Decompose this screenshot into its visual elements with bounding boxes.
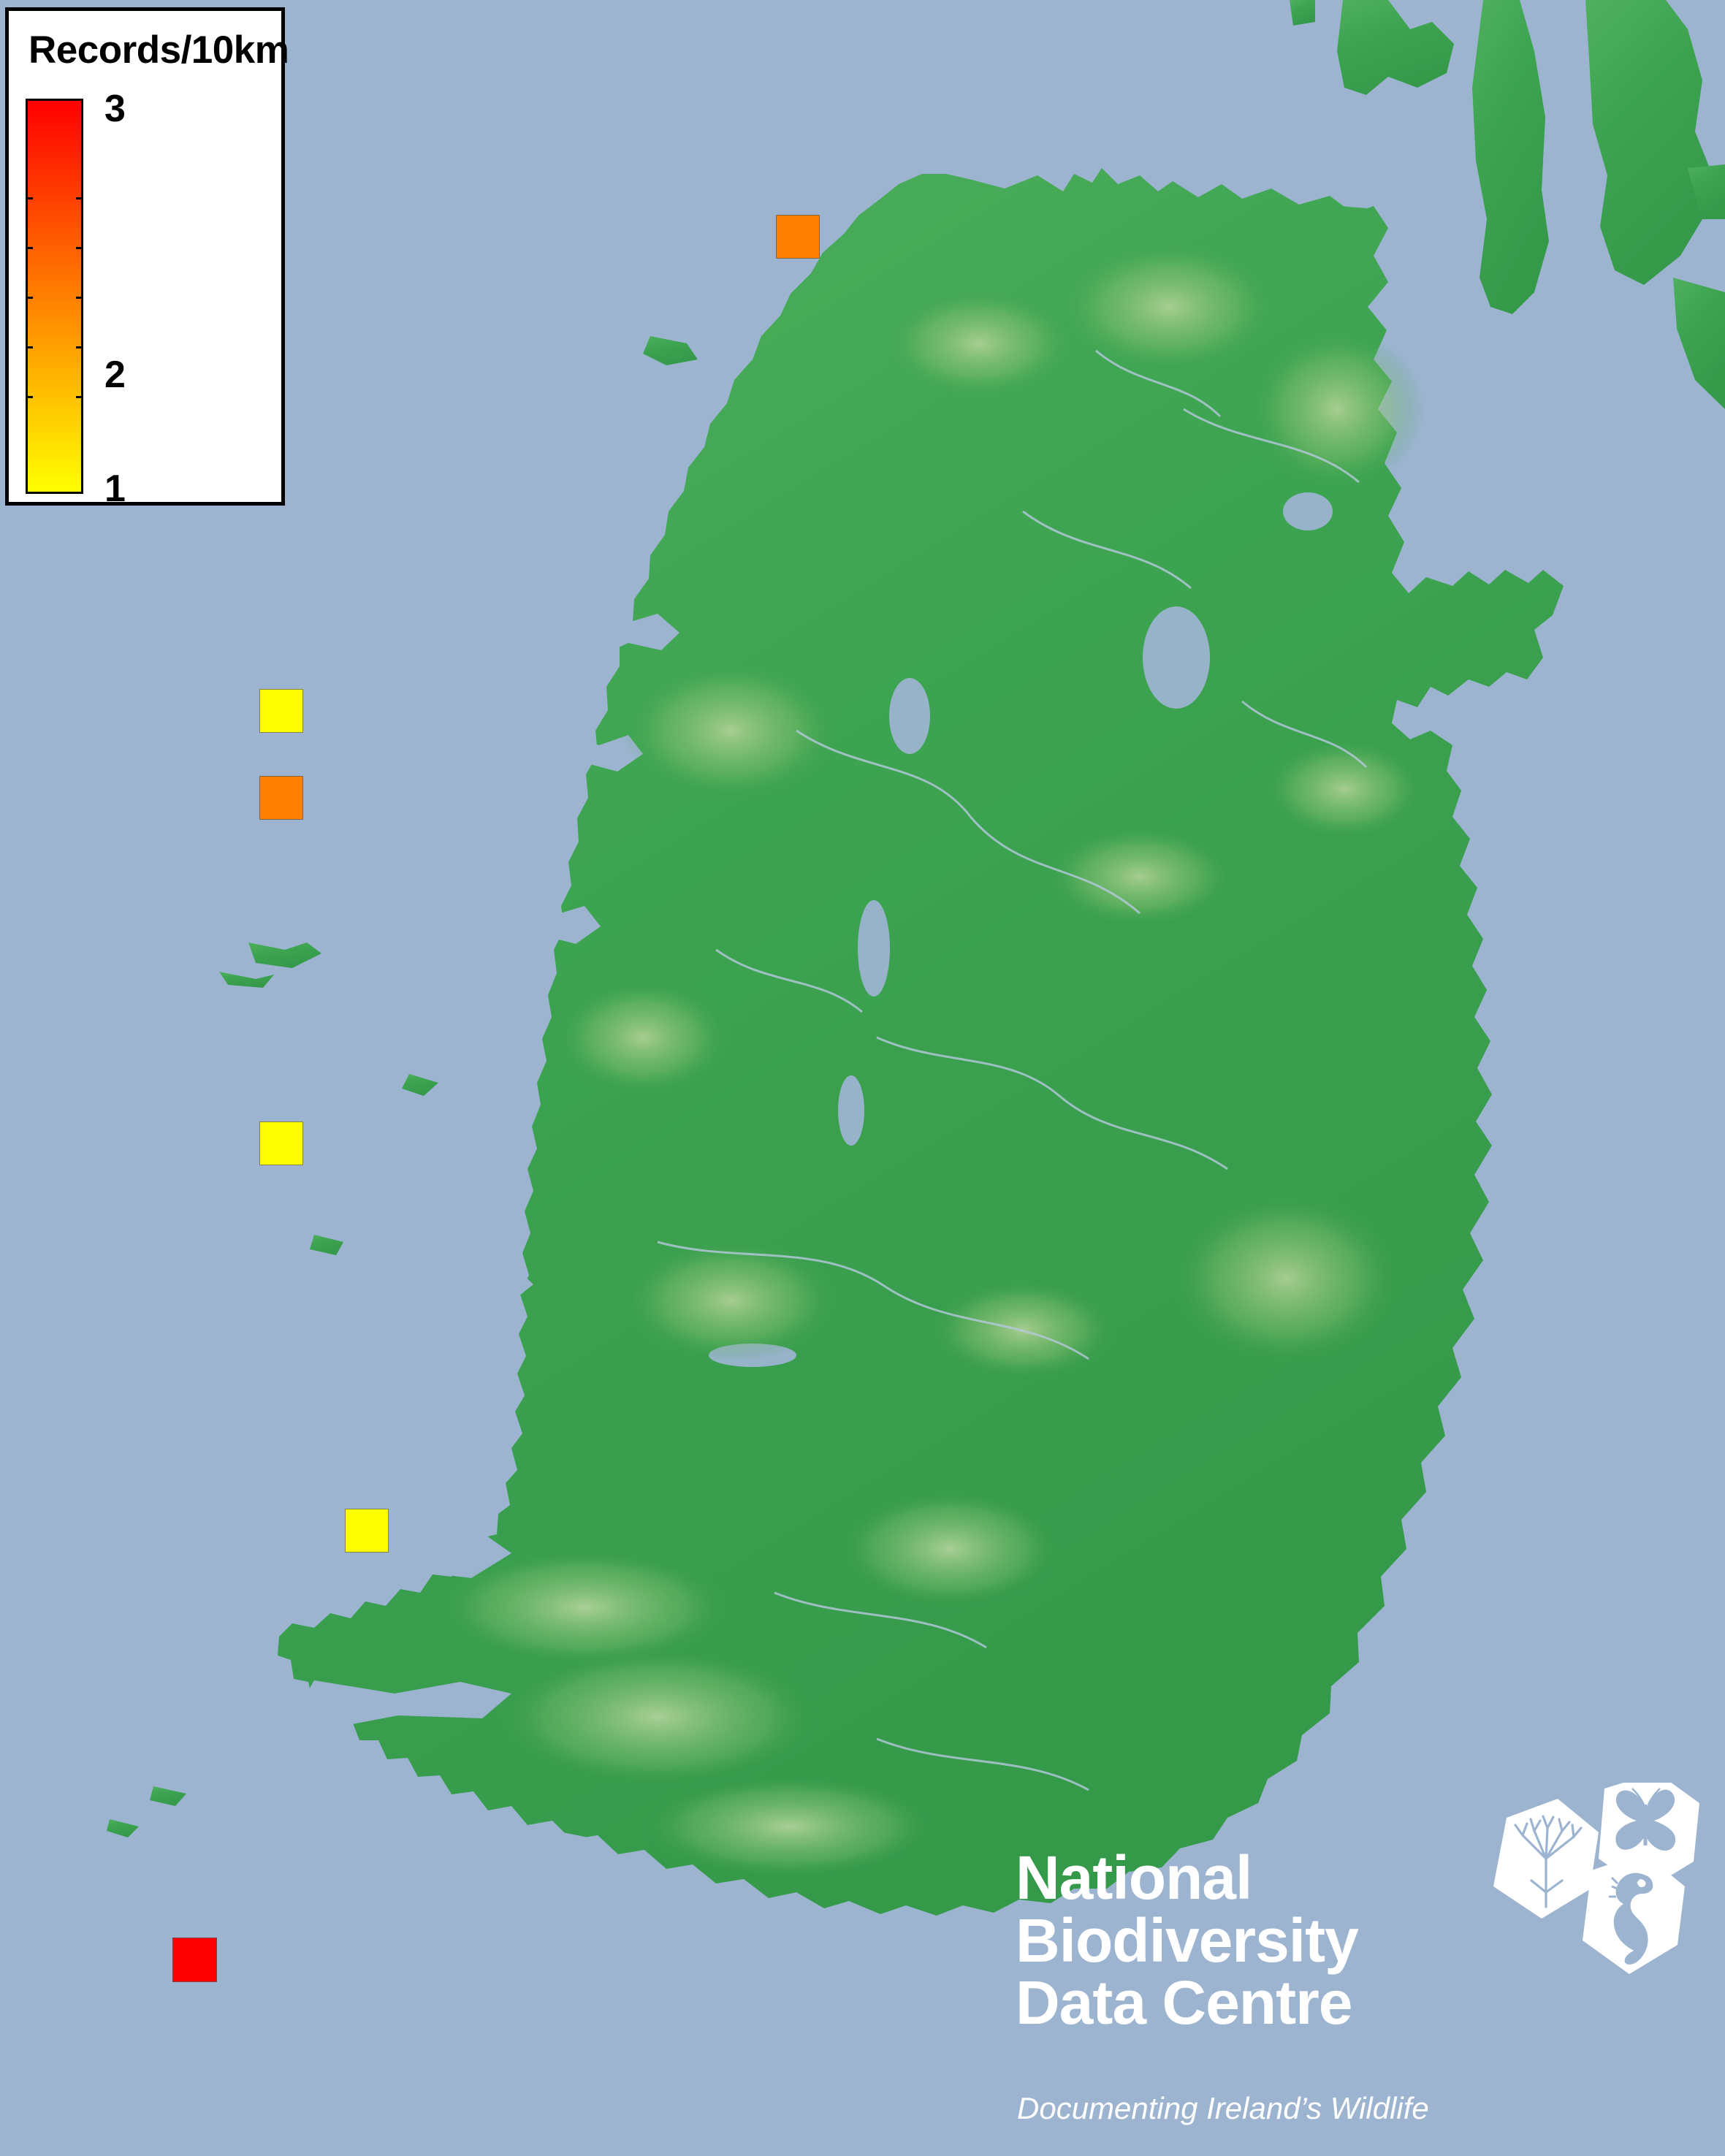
legend-label-max: 3	[104, 88, 126, 130]
plant-umbel-icon	[1493, 1799, 1599, 1919]
legend-title: Records/10km	[28, 28, 289, 72]
nbdc-logo: National Biodiversity Data Centre Docume…	[1008, 1783, 1724, 2156]
nbdc-logo-line-1: National	[1016, 1843, 1252, 1912]
record-square[interactable]	[345, 1509, 389, 1553]
legend-label-mid: 2	[104, 354, 126, 396]
legend-label-min: 1	[104, 468, 126, 510]
record-square[interactable]	[776, 215, 820, 259]
colorbar-tick	[26, 247, 33, 249]
rivers-and-boundaries	[657, 349, 1368, 1791]
colorbar-tick	[26, 396, 33, 398]
nbdc-logo-line-2: Biodiversity	[1016, 1905, 1359, 1975]
offshore-islands	[107, 336, 698, 1837]
colorbar-tick	[26, 297, 33, 299]
colorbar-tick	[26, 346, 33, 348]
legend-colorbar	[26, 99, 83, 494]
colorbar-tick	[76, 346, 83, 348]
west-coast-inlets	[298, 606, 679, 1875]
nbdc-logo-marks	[1493, 1783, 1699, 1974]
colorbar-tick	[76, 396, 83, 398]
nbdc-logo-line-3: Data Centre	[1016, 1968, 1352, 2038]
seahorse-icon	[1583, 1853, 1685, 1974]
map-legend: Records/10km 3 2 1	[5, 7, 289, 508]
colorbar-tick	[76, 247, 83, 249]
colorbar-tick	[26, 197, 33, 199]
colorbar-tick	[76, 197, 83, 199]
colorbar-tick	[76, 297, 83, 299]
ireland-landmass	[107, 168, 1564, 1916]
record-square[interactable]	[259, 689, 303, 733]
legend-colorbar-wrap: 3 2 1	[26, 90, 126, 508]
scotland-islands	[1279, 0, 1725, 409]
nbdc-logo-tagline: Documenting Ireland’s Wildlife	[1017, 2091, 1429, 2125]
record-square[interactable]	[172, 1938, 217, 1982]
record-square[interactable]	[259, 1121, 303, 1165]
record-square[interactable]	[259, 776, 303, 820]
nbdc-logo-text: National Biodiversity Data Centre	[1016, 1843, 1483, 2038]
